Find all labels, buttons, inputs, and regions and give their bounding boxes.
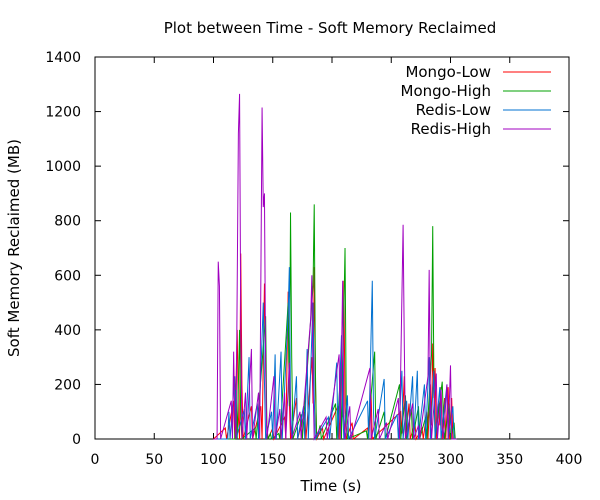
plot-frame (94, 56, 570, 440)
x-axis-ticks: 0 50 100 150 200 250 300 350 400 (91, 57, 583, 468)
y-tick-label: 600 (54, 268, 81, 284)
series-line-redis-high (213, 93, 457, 441)
x-tick-label: 200 (319, 452, 346, 468)
x-tick-label: 150 (259, 452, 286, 468)
x-tick-label: 400 (556, 452, 583, 468)
x-tick-label: 100 (200, 452, 227, 468)
y-axis-ticks: 0 200 400 600 800 1000 1200 1400 (45, 50, 569, 448)
y-tick-label: 1000 (45, 159, 81, 175)
x-axis-title: Time (s) (300, 477, 362, 495)
legend-item-redis-low: Redis-Low (416, 101, 551, 119)
chart-title: Plot between Time - Soft Memory Reclaime… (164, 19, 497, 37)
y-tick-label: 800 (54, 214, 81, 230)
series-line-redis-low (213, 267, 457, 441)
legend-item-redis-high: Redis-High (411, 120, 551, 138)
series-lines (213, 93, 457, 441)
x-tick-label: 250 (378, 452, 405, 468)
x-tick-label: 50 (145, 452, 163, 468)
y-tick-label: 1200 (45, 105, 81, 121)
legend-label: Redis-Low (416, 101, 491, 119)
y-tick-label: 0 (72, 432, 81, 448)
legend-label: Redis-High (411, 120, 491, 138)
y-tick-label: 200 (54, 377, 81, 393)
y-axis-title: Soft Memory Reclaimed (MB) (5, 139, 23, 357)
y-tick-label: 1400 (45, 50, 81, 66)
x-tick-label: 0 (91, 452, 100, 468)
y-tick-label: 400 (54, 323, 81, 339)
legend-label: Mongo-Low (405, 63, 491, 81)
legend-label: Mongo-High (401, 82, 492, 100)
legend-item-mongo-low: Mongo-Low (405, 63, 551, 81)
legend-item-mongo-high: Mongo-High (401, 82, 551, 100)
x-tick-label: 300 (437, 452, 464, 468)
x-tick-label: 350 (496, 452, 523, 468)
